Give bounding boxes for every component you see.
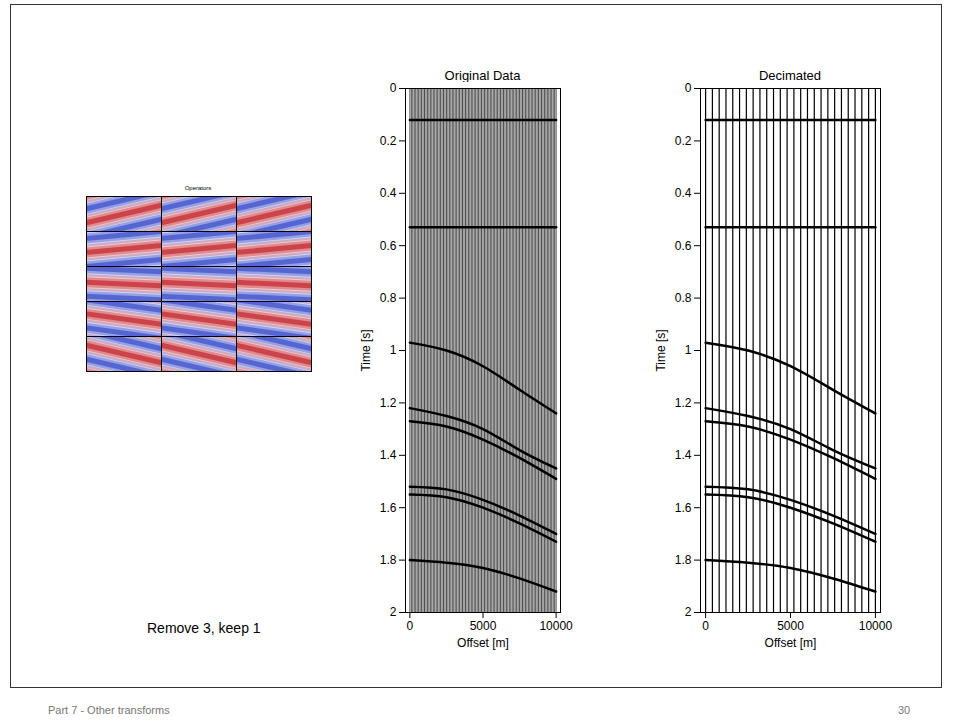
svg-text:1.6: 1.6 [675,501,692,515]
svg-text:0.4: 0.4 [675,186,692,200]
svg-text:0.4: 0.4 [380,186,397,200]
svg-text:2: 2 [390,605,397,619]
svg-text:0.2: 0.2 [675,134,692,148]
svg-text:Offset [m]: Offset [m] [457,636,509,650]
svg-text:1.2: 1.2 [380,396,397,410]
html-text:Operators: Operators [184,185,212,191]
svg-text:0.8: 0.8 [380,291,397,305]
svg-text:0: 0 [407,619,414,633]
html-text:30: 30 [898,704,911,716]
svg-text:5000: 5000 [470,619,497,633]
html-text:Decimated: Decimated [758,68,822,83]
svg-text:10000: 10000 [539,619,573,633]
svg-text:1: 1 [390,343,397,357]
svg-text:2: 2 [685,605,692,619]
svg-text:5000: 5000 [777,619,804,633]
svg-text:0.6: 0.6 [380,239,397,253]
svg-text:1.2: 1.2 [675,396,692,410]
svg-text:0: 0 [685,82,692,95]
svg-text:1: 1 [685,343,692,357]
svg-text:10000: 10000 [859,619,893,633]
svg-text:1.4: 1.4 [380,448,397,462]
svg-text:1.6: 1.6 [380,501,397,515]
svg-text:0.8: 0.8 [675,291,692,305]
svg-text:0: 0 [390,82,397,95]
svg-text:1.8: 1.8 [380,553,397,567]
svg-text:0: 0 [702,619,709,633]
svg-text:Offset [m]: Offset [m] [765,636,817,650]
svg-text:Time [s]: Time [s] [654,329,668,371]
svg-text:0.2: 0.2 [380,134,397,148]
html-text:Remove 3, keep 1: Remove 3, keep 1 [147,620,261,636]
svg-text:1.4: 1.4 [675,448,692,462]
html-text:Part 7 - Other transforms: Part 7 - Other transforms [48,704,170,716]
svg-text:Time [s]: Time [s] [359,329,373,371]
svg-text:1.8: 1.8 [675,553,692,567]
html-text:Original Data: Original Data [444,68,521,83]
svg-text:0.6: 0.6 [675,239,692,253]
